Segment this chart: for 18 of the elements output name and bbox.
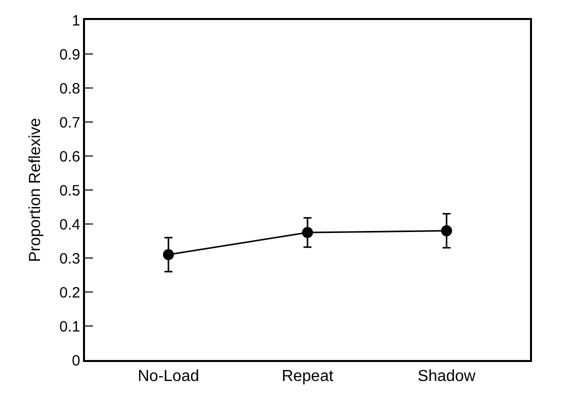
x-tick-label: No-Load [138, 368, 200, 385]
y-tick-label: 0.3 [59, 250, 80, 268]
y-tick-label: 0.1 [59, 318, 80, 336]
y-tick-label: 0.8 [59, 80, 80, 98]
x-tick-label: Shadow [418, 368, 476, 385]
y-tick-label: 0.5 [59, 182, 80, 200]
y-axis-title: Proportion Reflexive [26, 118, 44, 262]
y-tick-label: 0.4 [59, 216, 80, 234]
point [441, 225, 452, 236]
y-tick-label: 0.2 [59, 284, 80, 302]
y-tick-label: 0.6 [59, 148, 80, 166]
y-tick-label: 0 [72, 352, 80, 370]
y-tick-label: 1 [72, 12, 80, 30]
y-tick-label: 0.7 [59, 114, 80, 132]
x-tick-label: Repeat [282, 368, 334, 385]
point [302, 227, 313, 238]
y-tick-label: 0.9 [59, 46, 80, 64]
point [162, 249, 174, 260]
